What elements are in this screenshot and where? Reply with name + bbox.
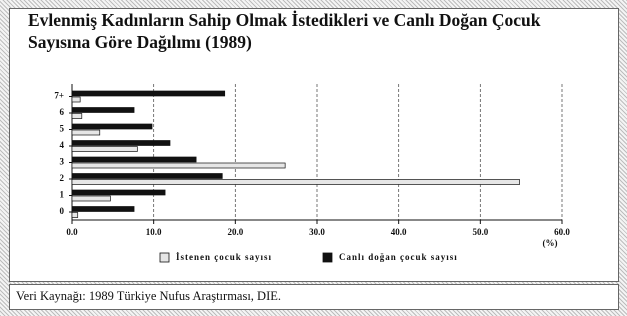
bar: [71, 107, 135, 113]
x-tick-label: 0.0: [66, 227, 78, 237]
x-tick-label: 40.0: [391, 227, 407, 237]
bar: [71, 129, 101, 136]
y-tick-label: 2: [60, 173, 65, 183]
x-tick-label: 10.0: [146, 227, 162, 237]
bar: [71, 96, 81, 103]
bar: [71, 206, 135, 212]
bar: [71, 212, 79, 218]
y-tick-label: 7+: [54, 91, 64, 101]
bar: [71, 90, 226, 97]
bar: [71, 146, 138, 152]
bar: [71, 123, 153, 130]
y-tick-label: 0: [60, 206, 65, 216]
legend-label: Canlı doğan çocuk sayısı: [339, 252, 458, 262]
bar: [71, 156, 197, 163]
legend-swatch: [159, 252, 170, 263]
bar: [71, 140, 171, 146]
y-tick-label: 5: [60, 124, 65, 134]
source-box: Veri Kaynağı: 1989 Türkiye Nufus Araştır…: [9, 284, 619, 310]
bar: [71, 173, 223, 179]
y-tick-label: 1: [60, 190, 65, 200]
x-tick-label: 30.0: [309, 227, 325, 237]
bar: [71, 179, 520, 185]
chart-title: Evlenmiş Kadınların Sahip Olmak İstedikl…: [28, 10, 541, 52]
bar: [71, 162, 286, 169]
bar: [71, 195, 111, 202]
y-tick-label: 3: [60, 157, 65, 167]
x-unit-label: (%): [543, 238, 558, 248]
bar: [71, 189, 166, 196]
source-note: Veri Kaynağı: 1989 Türkiye Nufus Araştır…: [16, 289, 281, 303]
x-tick-label: 60.0: [554, 227, 570, 237]
legend-label: İstenen çocuk sayısı: [176, 252, 272, 262]
x-tick-label: 50.0: [472, 227, 488, 237]
y-tick-label: 6: [60, 107, 65, 117]
bar: [71, 113, 83, 119]
x-tick-label: 20.0: [227, 227, 243, 237]
y-tick-label: 4: [60, 140, 65, 150]
legend-swatch: [322, 252, 333, 263]
